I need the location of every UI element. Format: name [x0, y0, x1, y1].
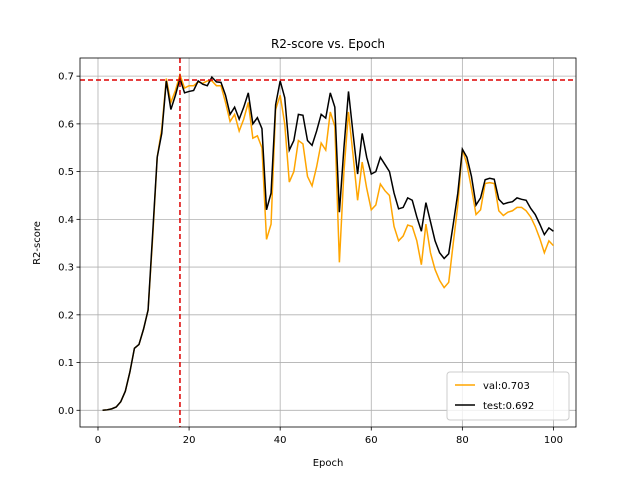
y-tick-label: 0.6 [58, 119, 74, 130]
y-tick-label: 0.1 [58, 358, 74, 369]
x-tick-label: 60 [365, 435, 378, 446]
legend-label: val:0.703 [483, 381, 530, 392]
series-line [102, 75, 554, 412]
y-tick-label: 0.3 [58, 263, 74, 274]
y-axis-label: R2-score [32, 221, 43, 265]
x-tick-label: 0 [95, 435, 101, 446]
x-axis-label: Epoch [313, 458, 344, 469]
x-tick-label: 20 [183, 435, 196, 446]
chart-title: R2-score vs. Epoch [271, 37, 385, 51]
y-tick-label: 0.2 [58, 310, 74, 321]
y-tick-label: 0.0 [58, 406, 74, 417]
x-tick-label: 100 [544, 435, 563, 446]
y-tick-label: 0.5 [58, 167, 74, 178]
axes-frame [79, 57, 577, 428]
y-tick-label: 0.7 [58, 72, 74, 83]
legend-box [446, 371, 570, 421]
y-tick-label: 0.4 [58, 215, 74, 226]
x-tick-label: 40 [274, 435, 287, 446]
x-tick-label: 80 [456, 435, 469, 446]
legend-label: test:0.692 [483, 401, 534, 412]
series-line [102, 72, 554, 412]
